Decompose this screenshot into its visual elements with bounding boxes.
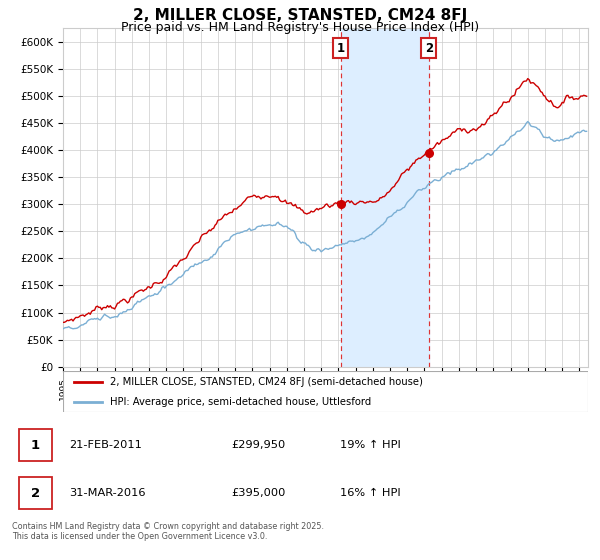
Text: 2: 2 xyxy=(425,41,433,54)
Text: 16% ↑ HPI: 16% ↑ HPI xyxy=(340,488,401,498)
Text: 2, MILLER CLOSE, STANSTED, CM24 8FJ (semi-detached house): 2, MILLER CLOSE, STANSTED, CM24 8FJ (sem… xyxy=(110,377,423,387)
Text: 2: 2 xyxy=(31,487,40,500)
Text: 21-FEB-2011: 21-FEB-2011 xyxy=(70,440,142,450)
Text: £299,950: £299,950 xyxy=(231,440,285,450)
FancyBboxPatch shape xyxy=(63,371,588,412)
Text: Contains HM Land Registry data © Crown copyright and database right 2025.
This d: Contains HM Land Registry data © Crown c… xyxy=(12,522,324,542)
FancyBboxPatch shape xyxy=(19,430,52,461)
Text: 31-MAR-2016: 31-MAR-2016 xyxy=(70,488,146,498)
Text: Price paid vs. HM Land Registry's House Price Index (HPI): Price paid vs. HM Land Registry's House … xyxy=(121,21,479,34)
Text: 19% ↑ HPI: 19% ↑ HPI xyxy=(340,440,401,450)
Text: HPI: Average price, semi-detached house, Uttlesford: HPI: Average price, semi-detached house,… xyxy=(110,396,371,407)
Text: 2, MILLER CLOSE, STANSTED, CM24 8FJ: 2, MILLER CLOSE, STANSTED, CM24 8FJ xyxy=(133,8,467,24)
FancyBboxPatch shape xyxy=(19,477,52,509)
Text: 1: 1 xyxy=(337,41,345,54)
Bar xyxy=(341,28,429,367)
Text: £395,000: £395,000 xyxy=(231,488,285,498)
Text: 1: 1 xyxy=(31,438,40,452)
